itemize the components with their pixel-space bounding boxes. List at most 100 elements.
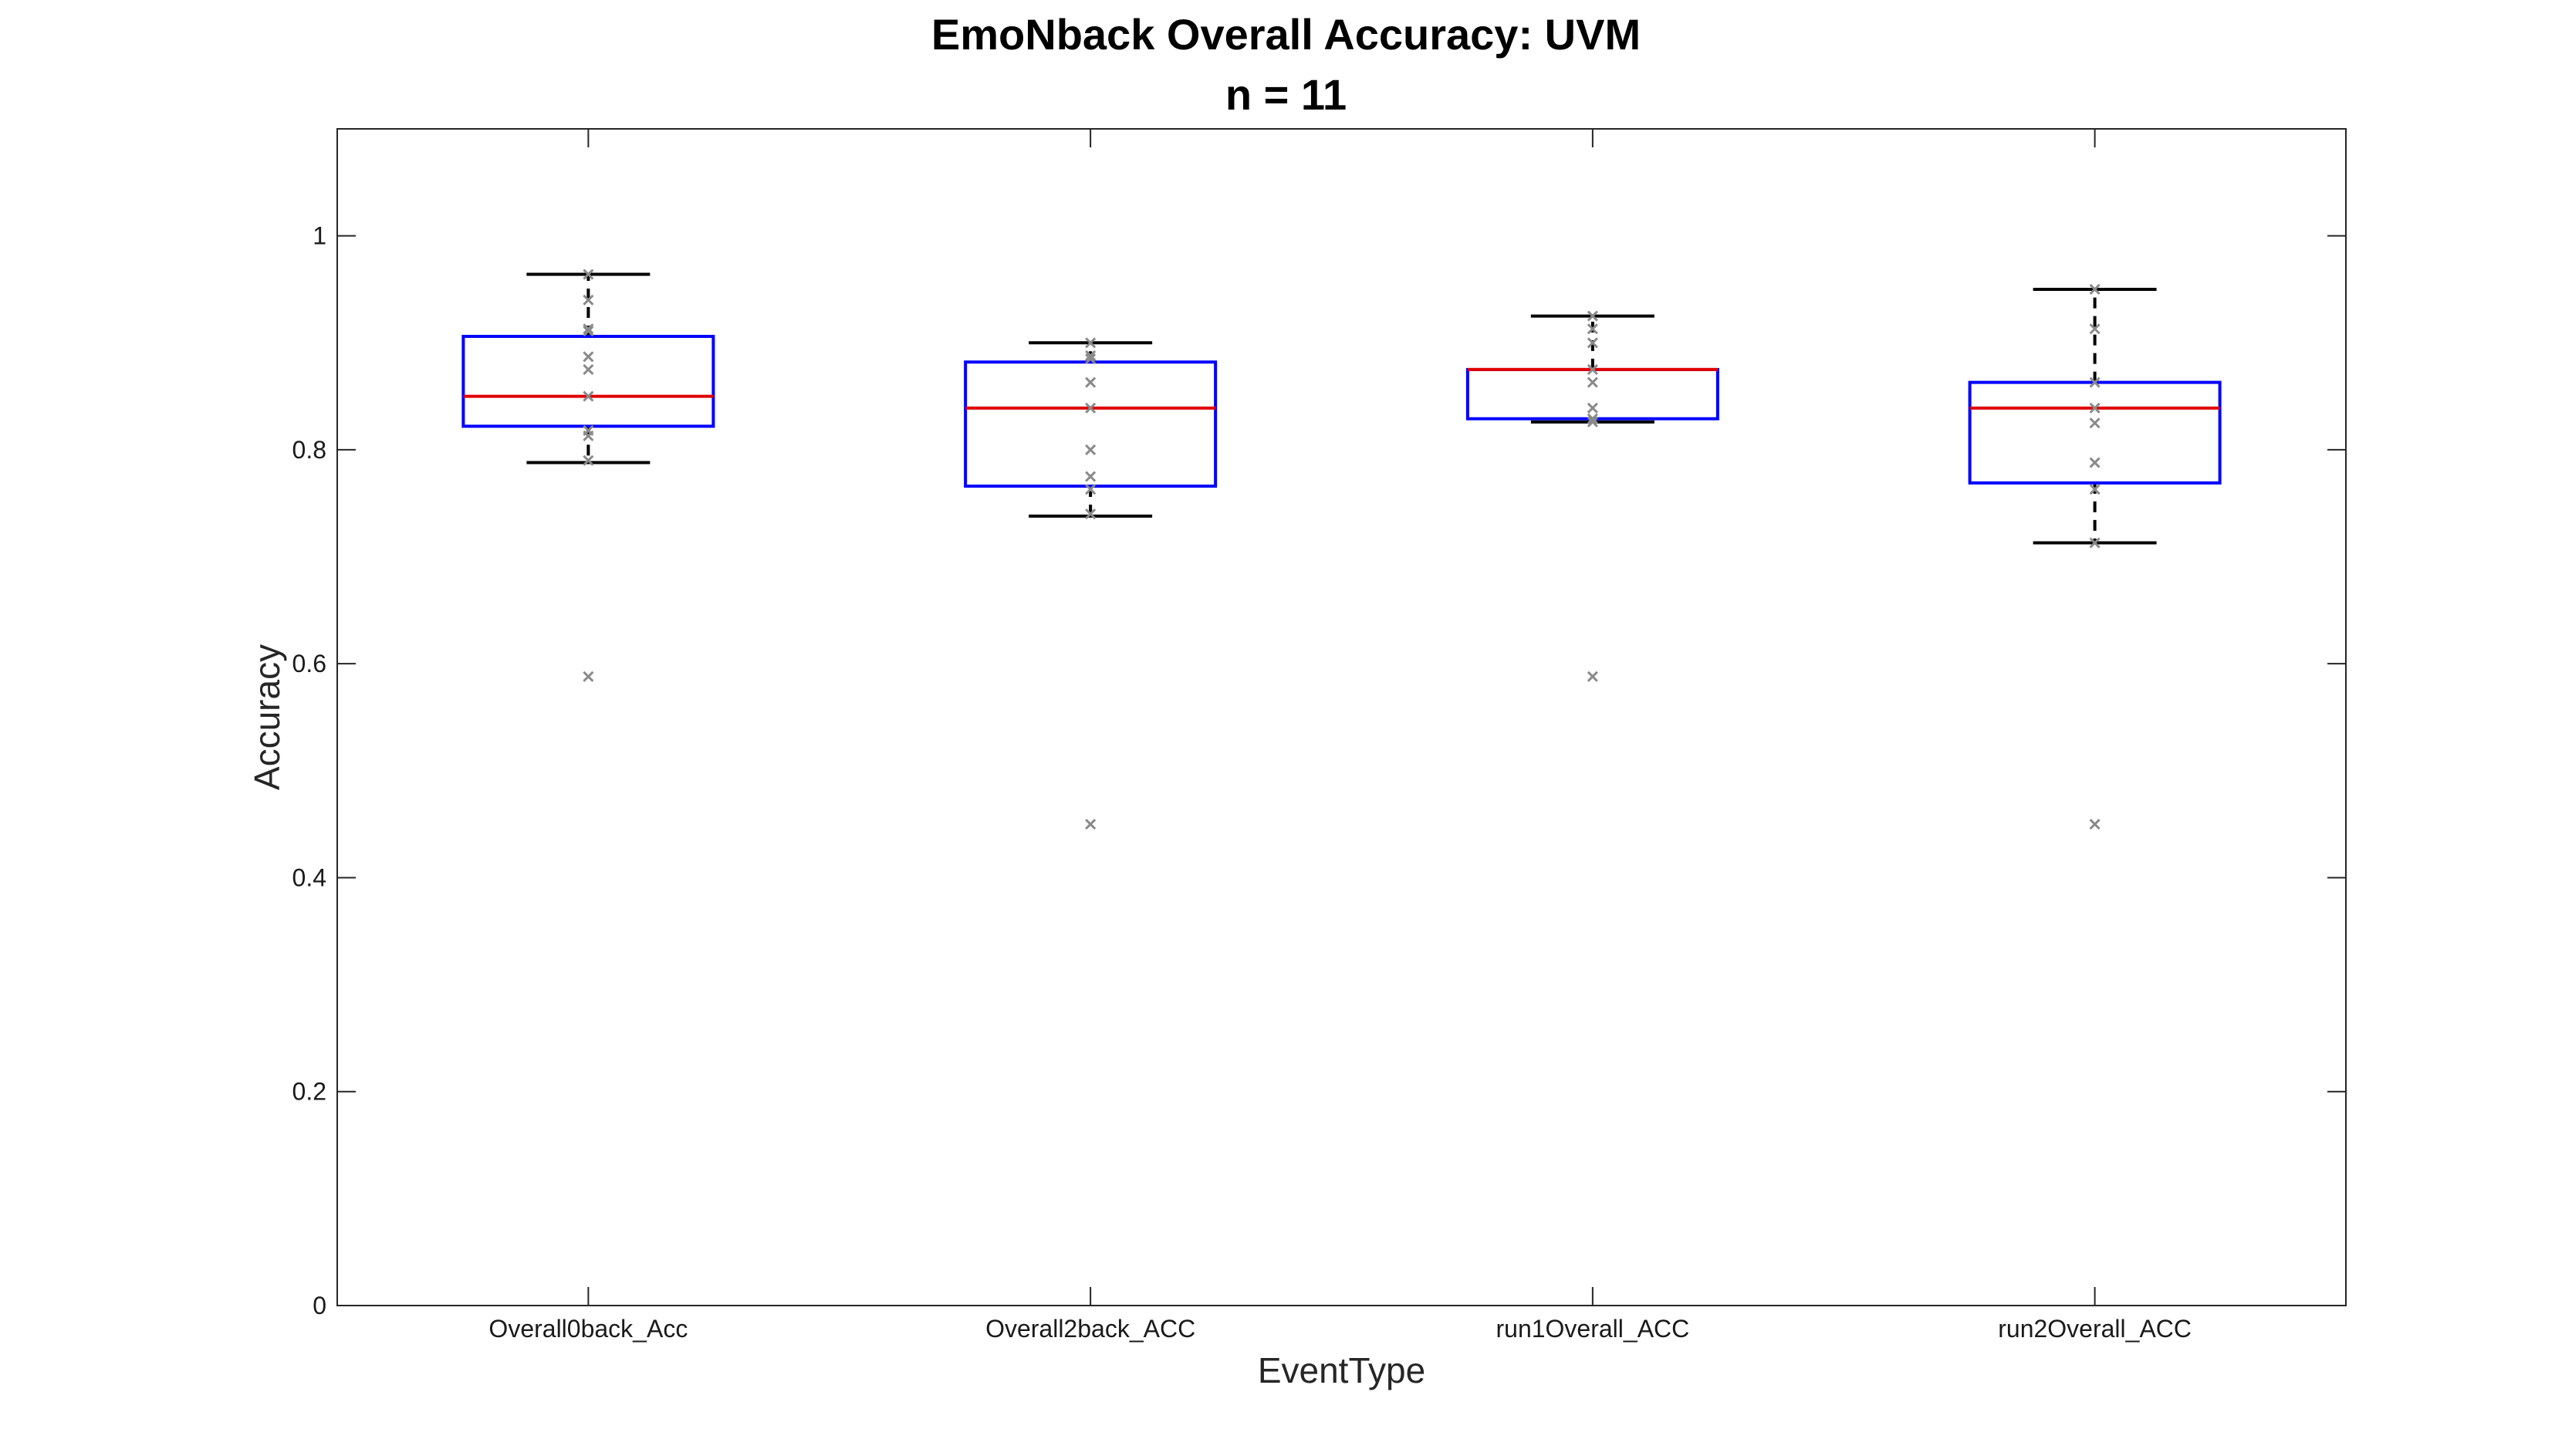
axes [336, 128, 2347, 1306]
data-point-stroke [1587, 671, 1598, 682]
data-point [2089, 417, 2101, 429]
data-point-stroke [583, 671, 594, 682]
data-point [2089, 537, 2101, 549]
iqr-box [1465, 367, 1719, 421]
data-point [1587, 323, 1598, 335]
data-point [2089, 457, 2101, 468]
data-point [2089, 484, 2101, 495]
y-tick-label: 0.6 [292, 650, 326, 677]
data-point [583, 430, 594, 441]
x-axis-label: EventType [1258, 1350, 1425, 1390]
x-tick-label: Overall2back_ACC [985, 1315, 1195, 1343]
data-point-stroke [1085, 471, 1097, 482]
data-point [1587, 671, 1598, 682]
iqr-box [964, 360, 1218, 488]
data-point-stroke [2089, 819, 2101, 830]
x-tick-label: run2Overall_ACC [1998, 1315, 2192, 1343]
chart-subtitle: n = 11 [1225, 70, 1347, 119]
data-point-stroke [1085, 350, 1097, 361]
data-point [1085, 350, 1097, 361]
data-point-stroke [2089, 537, 2101, 549]
data-point-stroke [583, 454, 594, 466]
data-point [583, 390, 594, 402]
data-points [583, 269, 2101, 830]
data-point-stroke [1587, 310, 1598, 322]
data-point-stroke [1587, 363, 1598, 375]
data-point-stroke [2089, 283, 2101, 296]
data-point-stroke [1587, 413, 1598, 424]
iqr-box [461, 334, 715, 428]
data-point-stroke [1085, 337, 1097, 349]
data-point-stroke [583, 294, 594, 306]
data-point-stroke [1587, 377, 1598, 388]
data-point-stroke [2089, 377, 2101, 388]
data-point [1085, 402, 1097, 414]
data-point [2089, 323, 2101, 335]
data-point-stroke [1587, 416, 1598, 427]
y-tick-label: 0.4 [292, 863, 326, 891]
data-point [583, 323, 594, 335]
plot-frame [336, 128, 2347, 1306]
data-point [2089, 819, 2101, 830]
data-point-stroke [583, 351, 594, 363]
data-point [1085, 471, 1097, 482]
data-point [583, 269, 594, 280]
data-point-stroke [583, 269, 594, 280]
iqr-box [1968, 380, 2222, 485]
data-point-stroke [2089, 457, 2101, 468]
data-point [1085, 337, 1097, 349]
data-point [1587, 337, 1598, 349]
tick-labels: 0 0.2 0.4 0.6 0.8 1 Accuracy EventType Overall0b… [247, 222, 2192, 1390]
chart-title: EmoNback Overall Accuracy: UVM [931, 10, 1641, 59]
data-point [1587, 416, 1598, 427]
data-point [583, 351, 594, 363]
data-point [2089, 283, 2101, 296]
data-point [2089, 402, 2101, 414]
data-point [1085, 484, 1097, 495]
data-point-stroke [583, 390, 594, 402]
data-point-stroke [583, 363, 594, 375]
data-point-stroke [2089, 417, 2101, 429]
data-point [1085, 819, 1097, 830]
data-point [1587, 413, 1598, 424]
data-point [583, 363, 594, 375]
x-tick-label: run1Overall_ACC [1496, 1315, 1689, 1343]
x-tick-label: Overall0back_Acc [488, 1315, 688, 1343]
data-point [1587, 310, 1598, 322]
data-point [1085, 377, 1097, 388]
y-tick-label: 0.8 [292, 436, 326, 464]
data-point [583, 454, 594, 466]
y-axis-label: Accuracy [247, 644, 287, 790]
data-point [1587, 377, 1598, 388]
data-point-stroke [1587, 337, 1598, 349]
data-point [583, 671, 594, 682]
box-series [461, 272, 2222, 545]
data-point-stroke [583, 323, 594, 335]
data-point [583, 294, 594, 306]
y-tick-label: 0.2 [292, 1078, 326, 1106]
data-point-stroke [2089, 402, 2101, 414]
data-point [1085, 508, 1097, 520]
data-point-stroke [1587, 323, 1598, 335]
data-point [1085, 444, 1097, 455]
data-point [1587, 402, 1598, 414]
y-tick-label: 0 [313, 1292, 326, 1319]
data-point [583, 325, 594, 337]
data-point-stroke [1085, 484, 1097, 495]
data-point-stroke [1085, 353, 1097, 365]
data-point-stroke [2089, 323, 2101, 335]
data-point-stroke [1085, 508, 1097, 520]
data-point [1085, 353, 1097, 365]
data-point-stroke [1085, 377, 1097, 388]
data-point-stroke [583, 430, 594, 441]
data-point-stroke [583, 325, 594, 337]
data-point-stroke [1587, 402, 1598, 414]
data-point [1587, 363, 1598, 375]
data-point-stroke [1085, 444, 1097, 455]
data-point [2089, 377, 2101, 388]
data-point-stroke [1085, 819, 1097, 830]
y-tick-label: 1 [313, 222, 326, 250]
data-point-stroke [1085, 402, 1097, 414]
data-point-stroke [2089, 484, 2101, 495]
